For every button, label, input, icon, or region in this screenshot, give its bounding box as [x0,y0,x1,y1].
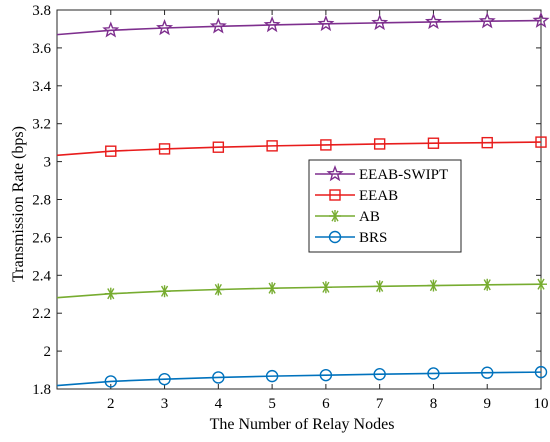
legend-label: EEAB-SWIPT [359,167,448,183]
legend-item: BRS [315,230,387,246]
data-point [427,137,440,149]
y-tick-label: 3 [44,155,52,171]
data-point [266,282,279,295]
data-point [535,278,547,291]
data-point [156,19,174,36]
plot-area [56,9,542,390]
x-tick-label: 4 [215,396,223,412]
data-point [158,285,171,298]
series-layer [56,11,550,388]
data-point [320,139,332,151]
data-point [104,287,117,300]
legend-marker [329,210,341,222]
data-point [263,16,281,33]
x-tick-label: 10 [534,396,549,412]
data-point [209,17,227,34]
data-point [481,366,494,379]
data-point [317,14,335,32]
series-line [56,283,542,299]
legend-marker [326,165,344,182]
data-point [158,372,171,386]
legend-marker [328,230,342,244]
x-axis-title: The Number of Relay Nodes [210,416,395,433]
data-point [212,283,225,296]
plot-frame [56,9,542,390]
data-point [373,280,386,293]
data-point [373,138,386,150]
y-tick-label: 3.2 [32,117,51,133]
data-point [212,141,225,153]
y-axis-title: Transmission Rate (bps) [10,126,27,282]
data-point [158,143,171,155]
data-point [371,13,389,31]
data-point [535,136,547,148]
data-point [212,371,225,384]
series-brs [56,365,548,388]
series-eeab-swipt [56,11,550,38]
data-point [427,367,440,380]
x-tick-label: 3 [161,396,169,412]
y-tick-label: 2.6 [32,230,51,246]
legend-label: BRS [359,230,387,246]
data-point [265,369,279,383]
data-point [424,12,442,30]
data-point [481,278,494,291]
data-point [427,279,440,292]
y-tick-label: 2.2 [32,306,51,322]
axis-ticks: 2 3 4 5 6 7 8 9 10 1.8 2 2.2 2.4 2.6 2.8 3 3.2 3.4 3.6 3.8 [32,3,548,412]
data-point [478,12,496,29]
legend-marker [329,189,341,201]
x-tick-label: 9 [483,396,491,412]
legend-item: EEAB [315,188,398,204]
legend-label: EEAB [359,188,398,204]
y-tick-label: 3.4 [32,79,51,95]
x-tick-label: 6 [322,396,330,412]
legend: EEAB-SWIPT EEAB AB BRS [308,159,462,253]
data-point [319,368,333,382]
y-tick-label: 1.8 [32,382,51,398]
legend-label: AB [359,209,380,225]
data-point [105,145,117,157]
data-point [534,365,548,379]
data-point [104,375,117,388]
y-tick-label: 3.6 [32,41,51,57]
data-point [102,21,120,38]
x-tick-label: 7 [376,396,384,412]
data-point [266,140,278,152]
y-tick-label: 2.4 [32,268,51,284]
legend-item: EEAB-SWIPT [315,165,448,183]
series-line [56,371,542,387]
data-point [481,136,493,149]
legend-item: AB [315,209,380,225]
y-tick-label: 3.8 [32,3,51,19]
series-line [56,19,542,36]
data-point [319,281,332,294]
data-point [373,368,386,381]
series-line [56,141,542,157]
x-tick-label: 2 [107,396,115,412]
series-eeab [56,136,547,157]
x-tick-label: 8 [430,396,438,412]
series-ab [56,278,547,300]
y-tick-label: 2.8 [32,193,51,209]
y-tick-label: 2 [44,344,52,360]
x-tick-label: 5 [268,396,276,412]
data-point [532,11,550,28]
